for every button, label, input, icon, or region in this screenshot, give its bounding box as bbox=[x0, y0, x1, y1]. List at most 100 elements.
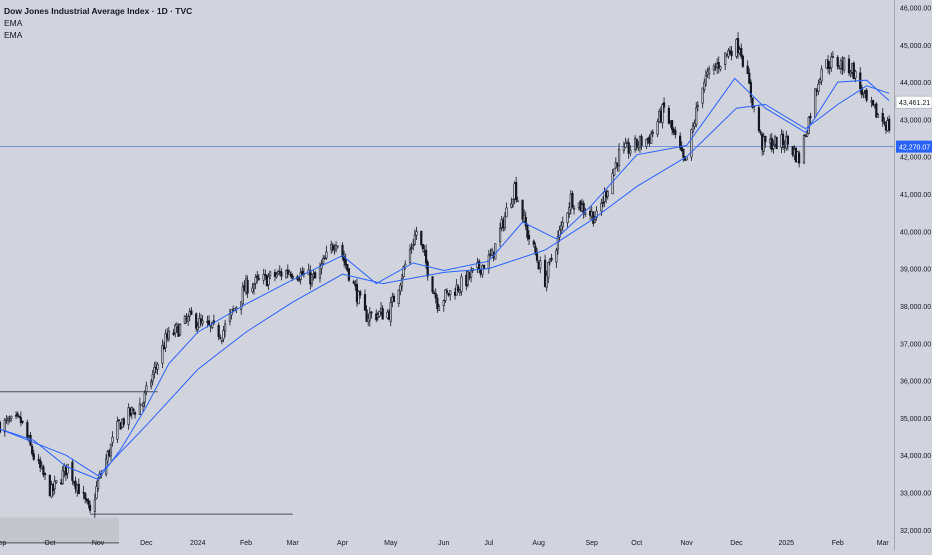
candle bbox=[161, 345, 164, 364]
horizontal-line-label: 42,270.07 bbox=[899, 145, 930, 152]
candle bbox=[862, 91, 865, 94]
candle bbox=[622, 145, 625, 151]
candle bbox=[211, 322, 214, 328]
candle bbox=[207, 320, 211, 325]
candle bbox=[772, 145, 775, 149]
candle bbox=[759, 131, 762, 134]
candle bbox=[543, 259, 547, 287]
y-tick-label: 38,000.00 bbox=[900, 304, 931, 311]
x-tick-label: Sep bbox=[585, 540, 598, 547]
candle bbox=[555, 250, 558, 263]
candle bbox=[325, 251, 328, 259]
candle bbox=[88, 504, 92, 511]
candle bbox=[156, 363, 159, 370]
candle bbox=[466, 271, 470, 286]
candle bbox=[550, 257, 553, 261]
chart-title: Dow Jones Industrial Average Index · 1D … bbox=[4, 6, 193, 16]
horizontal-line-label-bg bbox=[896, 140, 932, 153]
candle bbox=[96, 479, 100, 489]
candle bbox=[592, 211, 595, 224]
candle bbox=[172, 332, 175, 335]
candle bbox=[532, 240, 535, 245]
candle bbox=[826, 60, 830, 69]
candle bbox=[21, 420, 24, 423]
candle bbox=[117, 419, 121, 422]
x-tick-label: Dec bbox=[730, 540, 743, 547]
candle bbox=[781, 133, 785, 146]
candle bbox=[87, 500, 90, 505]
candle bbox=[10, 415, 13, 419]
candle bbox=[402, 266, 405, 278]
candle bbox=[145, 385, 148, 393]
candle bbox=[511, 198, 515, 206]
x-tick-label: Jul bbox=[484, 540, 493, 547]
candle bbox=[167, 330, 170, 340]
candle bbox=[413, 234, 416, 245]
y-tick-label: 33,000.00 bbox=[900, 490, 931, 497]
candle bbox=[424, 249, 428, 264]
x-tick-label: Oct bbox=[631, 540, 642, 547]
candle bbox=[297, 279, 301, 282]
candle bbox=[645, 139, 648, 147]
candle bbox=[285, 270, 288, 279]
candle bbox=[836, 57, 839, 67]
candle bbox=[347, 268, 351, 281]
price-scale[interactable] bbox=[894, 0, 932, 550]
candle bbox=[809, 115, 812, 119]
indicator-ema-fast[interactable]: EMA bbox=[4, 18, 23, 28]
candle bbox=[415, 231, 418, 236]
candle bbox=[346, 264, 349, 271]
candle bbox=[751, 97, 754, 108]
shaded-zone bbox=[0, 517, 119, 543]
candle bbox=[420, 230, 423, 245]
candle bbox=[323, 257, 326, 260]
candle bbox=[526, 225, 529, 238]
candle bbox=[445, 290, 449, 293]
candle bbox=[8, 419, 11, 422]
candle bbox=[219, 337, 222, 339]
candle bbox=[6, 417, 10, 421]
candle bbox=[640, 136, 643, 147]
candle bbox=[635, 138, 638, 148]
candle bbox=[365, 309, 368, 322]
candle bbox=[600, 202, 603, 212]
x-tick-label: Apr bbox=[337, 540, 349, 547]
candle bbox=[671, 120, 674, 130]
candle bbox=[408, 249, 412, 263]
indicator-ema-slow[interactable]: EMA bbox=[4, 30, 23, 40]
candle bbox=[457, 286, 460, 291]
candle bbox=[764, 135, 767, 143]
candle bbox=[331, 245, 334, 251]
candle bbox=[662, 102, 666, 108]
candle bbox=[494, 243, 497, 260]
candle bbox=[222, 330, 225, 340]
candle bbox=[61, 470, 64, 484]
y-tick-label: 45,000.00 bbox=[900, 43, 931, 50]
ema-fast-line[interactable] bbox=[0, 77, 890, 481]
candle bbox=[595, 210, 598, 218]
candle bbox=[93, 499, 96, 512]
candle bbox=[449, 290, 452, 295]
candle bbox=[254, 276, 257, 284]
candle bbox=[757, 107, 761, 132]
candle bbox=[719, 66, 722, 70]
x-tick-label: Feb bbox=[240, 540, 252, 547]
candle bbox=[252, 283, 256, 290]
candle bbox=[421, 244, 424, 250]
candle bbox=[132, 408, 135, 411]
candle bbox=[235, 307, 238, 310]
candle bbox=[246, 279, 249, 294]
x-tick-label: Jun bbox=[438, 540, 449, 547]
candle bbox=[707, 68, 711, 75]
candle bbox=[690, 129, 693, 158]
candle bbox=[77, 483, 80, 495]
candle bbox=[786, 135, 789, 145]
candle bbox=[53, 480, 56, 490]
candle bbox=[749, 82, 752, 98]
candle bbox=[748, 72, 751, 84]
ema-slow-line[interactable] bbox=[0, 85, 890, 477]
candle bbox=[460, 276, 463, 292]
candle bbox=[561, 221, 564, 227]
